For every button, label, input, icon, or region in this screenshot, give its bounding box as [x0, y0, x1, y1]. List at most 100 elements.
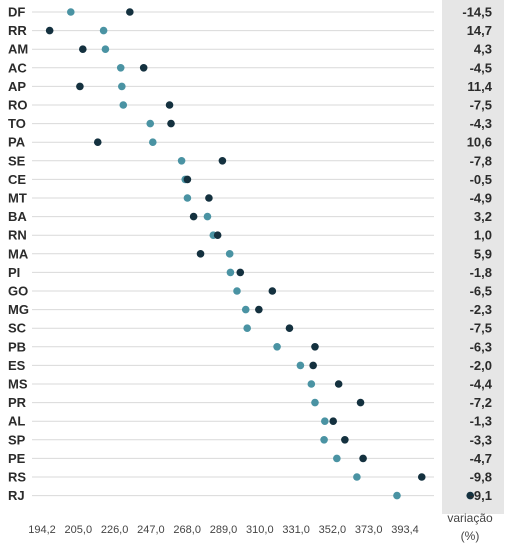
point-dark — [45, 26, 54, 35]
variation-value: 14,7 — [467, 23, 492, 38]
variation-value: -4,4 — [470, 377, 493, 392]
x-tick-label: 331,0 — [282, 524, 310, 536]
variation-value: 3,2 — [474, 209, 492, 224]
state-label: RN — [8, 228, 27, 243]
x-tick-label: 247,0 — [137, 524, 165, 536]
point-dark — [76, 82, 84, 91]
point-light — [119, 101, 128, 109]
point-dark — [196, 250, 205, 258]
point-dark — [139, 64, 148, 72]
variation-value: -9,8 — [470, 470, 492, 485]
point-dark — [213, 231, 222, 239]
variation-value: -7,8 — [470, 153, 492, 168]
state-label: GO — [8, 284, 28, 299]
variation-header-line2: (%) — [461, 529, 480, 543]
state-label: AM — [8, 42, 28, 57]
point-dark — [255, 305, 263, 314]
variation-value: 10,6 — [467, 135, 492, 150]
point-light — [333, 454, 341, 463]
state-label: MT — [8, 191, 27, 206]
point-light — [243, 324, 251, 333]
variation-header-line1: variação — [447, 511, 493, 525]
state-label: ES — [8, 358, 26, 373]
point-dark — [93, 138, 102, 146]
point-light — [273, 343, 281, 351]
point-light — [148, 138, 157, 146]
point-light — [116, 64, 125, 72]
point-dark — [165, 101, 174, 109]
point-dark — [79, 45, 87, 53]
variation-value: -4,9 — [470, 191, 492, 206]
variation-value: 5,9 — [474, 246, 492, 261]
variation-value: -3,3 — [470, 432, 492, 447]
variation-value: -4,5 — [470, 60, 492, 75]
state-label: RO — [8, 98, 28, 113]
state-label: PI — [8, 265, 20, 280]
state-label: PR — [8, 395, 27, 410]
state-label: MS — [8, 377, 28, 392]
point-light — [311, 398, 319, 407]
x-tick-label: 226,0 — [101, 524, 129, 536]
x-tick-label: 205,0 — [65, 524, 93, 536]
state-label: SP — [8, 432, 26, 447]
x-tick-label: 268,0 — [173, 524, 201, 536]
point-light — [177, 157, 186, 165]
point-dark — [189, 212, 198, 221]
point-dark — [356, 398, 365, 407]
point-light — [183, 194, 192, 202]
state-label: PE — [8, 451, 26, 466]
point-dark — [218, 157, 227, 165]
variation-value: -7,5 — [470, 98, 492, 113]
state-label: AL — [8, 414, 25, 429]
point-light — [203, 212, 212, 221]
variation-value: -6,3 — [470, 339, 492, 354]
data-points — [45, 8, 475, 500]
x-tick-label: 352,0 — [319, 524, 347, 536]
state-label: SE — [8, 153, 26, 168]
point-dark — [236, 268, 245, 277]
point-light — [353, 473, 361, 481]
variation-value: -1,3 — [470, 414, 492, 429]
point-light — [101, 45, 110, 53]
point-light — [296, 361, 305, 370]
variation-value: -9,1 — [470, 488, 492, 503]
point-dark — [329, 417, 338, 426]
x-tick-label: 194,2 — [28, 524, 56, 536]
point-dark — [205, 194, 213, 202]
point-light — [393, 491, 401, 500]
point-light — [321, 417, 329, 426]
variation-value: 1,0 — [474, 228, 492, 243]
variation-values: -14,5 14,7 4,3 -4,5 11,4 -7,5 -4,3 10,6 -7,8 -0,5… — [462, 5, 492, 504]
state-label: BA — [8, 209, 27, 224]
variation-value: -1,8 — [470, 265, 492, 280]
point-light — [307, 380, 316, 388]
state-labels: DF RR AM AC AP RO TO PA SE CE MT BA RN MA PI GO MG SC PB ES… — [8, 5, 29, 504]
x-axis-ticks: 194,2 205,0 226,0 247,0 268,0 289,0 310,0 331,0… — [28, 524, 419, 536]
variation-value: -2,3 — [470, 302, 492, 317]
variation-value: -7,2 — [470, 395, 492, 410]
state-label: SC — [8, 321, 27, 336]
point-light — [146, 119, 155, 128]
state-label: DF — [8, 5, 25, 20]
state-label: AC — [8, 60, 27, 75]
point-light — [226, 268, 235, 277]
variation-value: -4,7 — [470, 451, 492, 466]
point-dark — [183, 175, 192, 184]
variation-value: -7,5 — [470, 321, 492, 336]
point-light — [320, 436, 328, 444]
x-tick-label: 289,0 — [210, 524, 238, 536]
state-label: MA — [8, 246, 29, 261]
state-label: CE — [8, 172, 26, 187]
point-dark — [334, 380, 343, 388]
variation-value: -4,3 — [470, 116, 492, 131]
x-tick-label: 373,0 — [355, 524, 383, 536]
point-dark — [466, 491, 475, 500]
variation-value: -14,5 — [462, 5, 492, 20]
variation-value: 11,4 — [467, 79, 492, 94]
state-label: PA — [8, 135, 26, 150]
x-tick-label: 393,4 — [391, 524, 419, 536]
point-dark — [126, 8, 134, 16]
point-light — [118, 82, 126, 91]
point-light — [233, 287, 241, 295]
